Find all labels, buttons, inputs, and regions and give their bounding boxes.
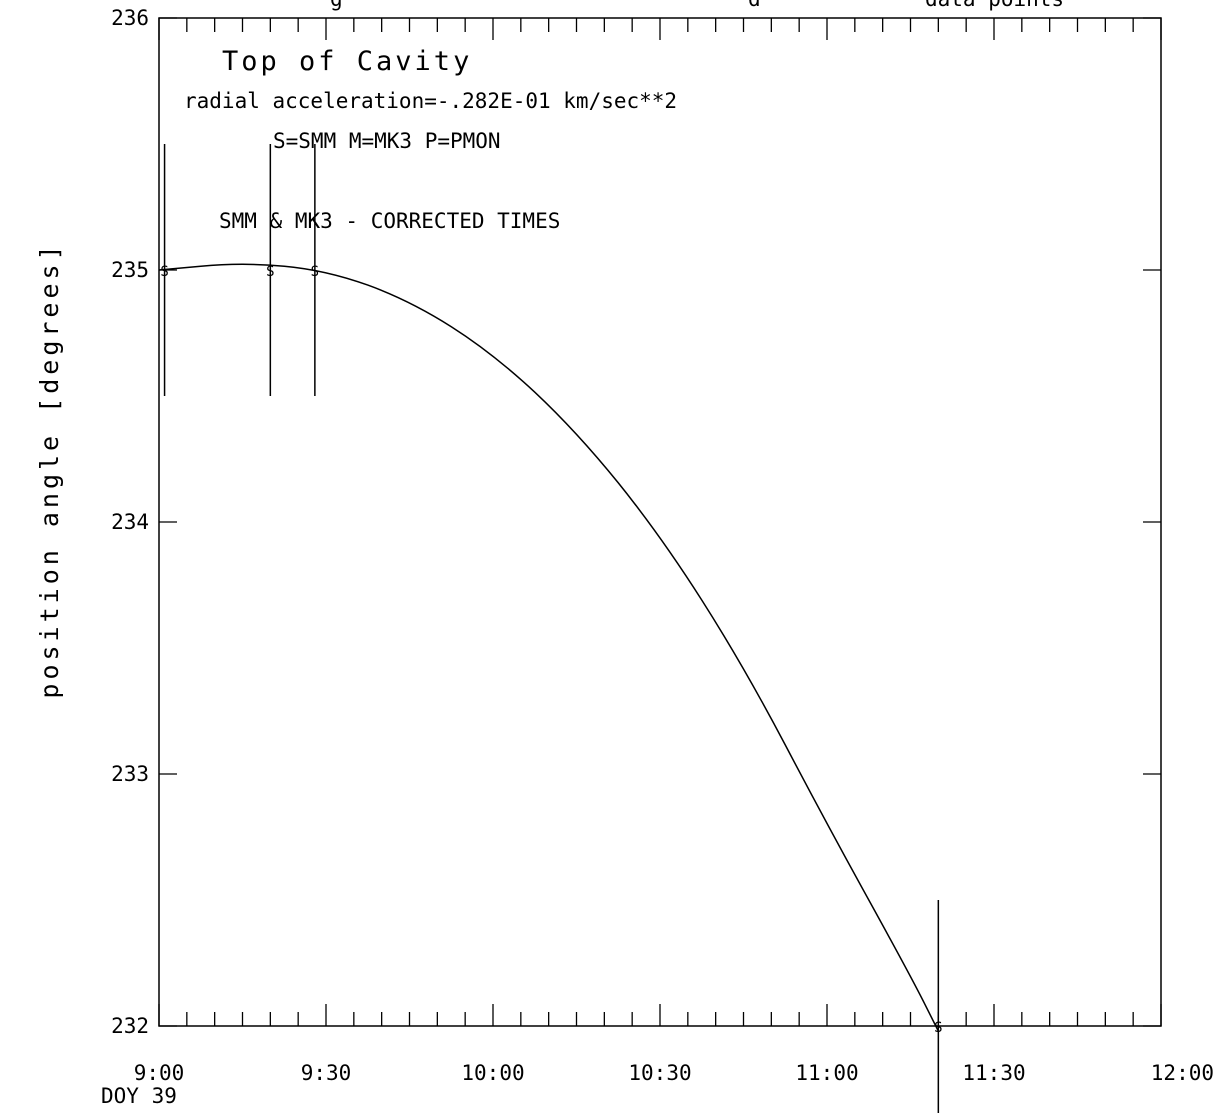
x-tick-label: 9:30 bbox=[301, 1061, 352, 1085]
plot-frame bbox=[158, 17, 1162, 1027]
x-tick-labels: 9:00 9:30 10:00 10:30 11:00 11:30 12:00 bbox=[134, 1061, 1214, 1085]
x-tick-label: 11:30 bbox=[962, 1061, 1025, 1085]
x-tick-label: 11:00 bbox=[795, 1061, 858, 1085]
x-sublabel: DOY 39 bbox=[101, 1084, 177, 1108]
header-fragment-3: data points bbox=[925, 0, 1064, 11]
x-tick-label: 10:00 bbox=[461, 1061, 524, 1085]
y-tick-label: 236 bbox=[111, 6, 149, 30]
annotation-legend: S=SMM M=MK3 P=PMON bbox=[273, 129, 501, 153]
y-tick-label: 232 bbox=[111, 1014, 149, 1038]
x-tick-label: 10:30 bbox=[628, 1061, 691, 1085]
axis-ticks bbox=[158, 17, 1162, 1027]
fit-curve bbox=[158, 263, 939, 1032]
chart-title: Top of Cavity bbox=[222, 46, 472, 77]
annotation-corrected-times: SMM & MK3 - CORRECTED TIMES bbox=[219, 209, 560, 233]
data-points: S S S S bbox=[160, 144, 943, 1113]
annotation-acceleration: radial acceleration=-.282E-01 km/sec**2 bbox=[184, 89, 677, 113]
y-tick-labels: 232 233 234 235 236 bbox=[111, 6, 149, 1038]
y-tick-label: 235 bbox=[111, 258, 149, 282]
data-point-marker: S bbox=[160, 264, 168, 280]
header-fragment-1: g bbox=[330, 0, 343, 11]
x-tick-label: 12:00 bbox=[1151, 1061, 1214, 1085]
data-point-marker: S bbox=[934, 1020, 942, 1036]
data-point-marker: S bbox=[266, 264, 274, 280]
y-tick-label: 234 bbox=[111, 510, 149, 534]
x-tick-label: 9:00 bbox=[134, 1061, 185, 1085]
y-axis-label: position angle [degrees] bbox=[35, 241, 64, 698]
y-tick-label: 233 bbox=[111, 762, 149, 786]
header-fragment-2: d bbox=[748, 0, 761, 11]
data-point-marker: S bbox=[311, 264, 319, 280]
